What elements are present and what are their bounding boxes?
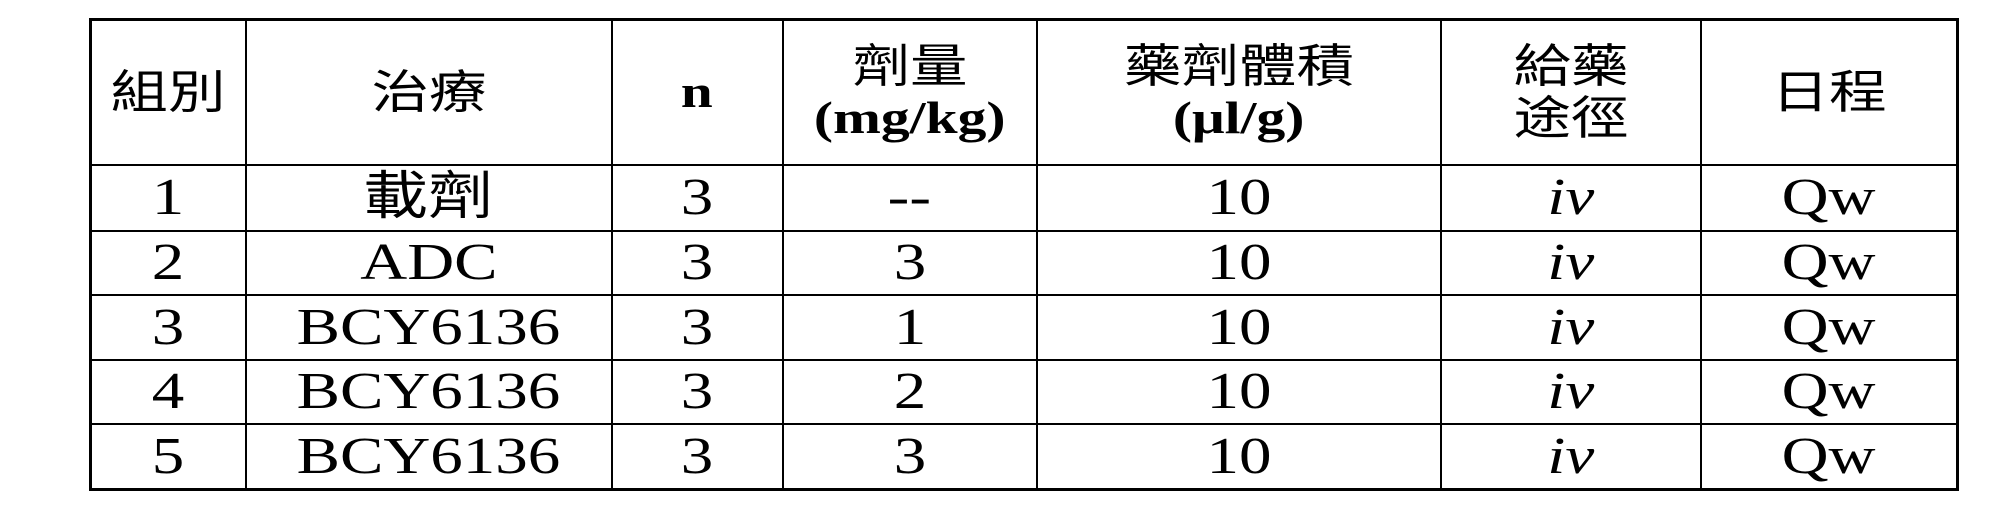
cell-text: 1 bbox=[893, 302, 926, 354]
cell-text: 3 bbox=[893, 431, 926, 483]
cell-text: 2 bbox=[152, 237, 185, 289]
cell-schedule: Qw bbox=[1701, 360, 1958, 425]
cell-text: 3 bbox=[681, 302, 714, 354]
header-text: 給藥 bbox=[1513, 41, 1628, 92]
header-unit: (μl/g) bbox=[1173, 93, 1305, 144]
cell-group: 2 bbox=[91, 231, 246, 296]
cell-text: iv bbox=[1547, 431, 1594, 483]
cell-text: 10 bbox=[1206, 431, 1271, 483]
cell-text: 4 bbox=[152, 366, 185, 418]
cell-text: iv bbox=[1547, 366, 1594, 418]
cell-text: 10 bbox=[1206, 237, 1271, 289]
cell-text: iv bbox=[1547, 237, 1594, 289]
table-row: 3 BCY6136 3 1 10 iv Qw bbox=[91, 295, 1958, 360]
cell-route: iv bbox=[1441, 360, 1701, 425]
cell-text: -- bbox=[888, 172, 931, 224]
cell-route: iv bbox=[1441, 295, 1701, 360]
cell-dose: 1 bbox=[783, 295, 1037, 360]
cell-dose: 3 bbox=[783, 231, 1037, 296]
cell-text: 10 bbox=[1206, 302, 1271, 354]
table-row: 1 載劑 3 -- 10 iv Qw bbox=[91, 165, 1958, 231]
header-text: 日程 bbox=[1771, 67, 1886, 118]
cell-text: 5 bbox=[152, 431, 185, 483]
cell-route: iv bbox=[1441, 231, 1701, 296]
cell-text: iv bbox=[1547, 172, 1594, 224]
cell-text: 3 bbox=[681, 237, 714, 289]
cell-volume: 10 bbox=[1037, 165, 1441, 231]
cell-treatment: BCY6136 bbox=[246, 360, 612, 425]
cell-text: 3 bbox=[152, 302, 185, 354]
cell-text: 3 bbox=[681, 366, 714, 418]
header-dose: 劑量(mg/kg) bbox=[783, 20, 1037, 166]
cell-text: 3 bbox=[681, 431, 714, 483]
cell-schedule: Qw bbox=[1701, 424, 1958, 489]
header-group: 組別 bbox=[91, 20, 246, 166]
cell-text: Qw bbox=[1782, 302, 1876, 354]
cell-dose: 3 bbox=[783, 424, 1037, 489]
cell-treatment: 載劑 bbox=[246, 165, 612, 231]
header-treatment: 治療 bbox=[246, 20, 612, 166]
cell-volume: 10 bbox=[1037, 424, 1441, 489]
cell-route: iv bbox=[1441, 424, 1701, 489]
header-text: 組別 bbox=[111, 67, 226, 118]
header-text: n bbox=[681, 67, 713, 118]
cell-dose: -- bbox=[783, 165, 1037, 231]
cell-text: 3 bbox=[893, 237, 926, 289]
header-text: 藥劑體積 bbox=[1124, 41, 1354, 92]
header-n: n bbox=[612, 20, 783, 166]
cell-volume: 10 bbox=[1037, 360, 1441, 425]
cell-volume: 10 bbox=[1037, 231, 1441, 296]
cell-group: 1 bbox=[91, 165, 246, 231]
cell-volume: 10 bbox=[1037, 295, 1441, 360]
cell-text: Qw bbox=[1782, 366, 1876, 418]
cell-text: 10 bbox=[1206, 172, 1271, 224]
cell-schedule: Qw bbox=[1701, 295, 1958, 360]
header-text: 途徑 bbox=[1513, 93, 1628, 144]
cell-route: iv bbox=[1441, 165, 1701, 231]
cell-group: 4 bbox=[91, 360, 246, 425]
cell-text: BCY6136 bbox=[297, 302, 561, 354]
cell-text: BCY6136 bbox=[297, 366, 561, 418]
cell-n: 3 bbox=[612, 295, 783, 360]
cell-text: Qw bbox=[1782, 237, 1876, 289]
cell-schedule: Qw bbox=[1701, 231, 1958, 296]
cell-text: BCY6136 bbox=[297, 431, 561, 483]
cell-text: ADC bbox=[360, 237, 497, 289]
cell-n: 3 bbox=[612, 360, 783, 425]
cell-text: 10 bbox=[1206, 366, 1271, 418]
header-route: 給藥途徑 bbox=[1441, 20, 1701, 166]
dosing-table: 組別 治療 n 劑量(mg/kg) 藥劑體積(μl/g) 給藥途徑 日程 1 載劑… bbox=[89, 18, 1959, 491]
cell-dose: 2 bbox=[783, 360, 1037, 425]
cell-text: 載劑 bbox=[363, 171, 493, 223]
cell-group: 5 bbox=[91, 424, 246, 489]
cell-text: Qw bbox=[1782, 431, 1876, 483]
table-row: 2 ADC 3 3 10 iv Qw bbox=[91, 231, 1958, 296]
cell-text: 2 bbox=[893, 366, 926, 418]
cell-treatment: BCY6136 bbox=[246, 424, 612, 489]
cell-text: Qw bbox=[1782, 172, 1876, 224]
cell-n: 3 bbox=[612, 165, 783, 231]
header-unit: (mg/kg) bbox=[814, 93, 1006, 144]
table-row: 5 BCY6136 3 3 10 iv Qw bbox=[91, 424, 1958, 489]
table-row: 4 BCY6136 3 2 10 iv Qw bbox=[91, 360, 1958, 425]
header-row: 組別 治療 n 劑量(mg/kg) 藥劑體積(μl/g) 給藥途徑 日程 bbox=[91, 20, 1958, 166]
header-text: 劑量 bbox=[852, 41, 967, 92]
cell-treatment: ADC bbox=[246, 231, 612, 296]
header-text: 治療 bbox=[371, 67, 486, 118]
cell-treatment: BCY6136 bbox=[246, 295, 612, 360]
header-schedule: 日程 bbox=[1701, 20, 1958, 166]
header-volume: 藥劑體積(μl/g) bbox=[1037, 20, 1441, 166]
cell-group: 3 bbox=[91, 295, 246, 360]
cell-text: 3 bbox=[681, 172, 714, 224]
cell-text: 1 bbox=[152, 172, 185, 224]
cell-schedule: Qw bbox=[1701, 165, 1958, 231]
cell-n: 3 bbox=[612, 424, 783, 489]
cell-n: 3 bbox=[612, 231, 783, 296]
cell-text: iv bbox=[1547, 302, 1594, 354]
